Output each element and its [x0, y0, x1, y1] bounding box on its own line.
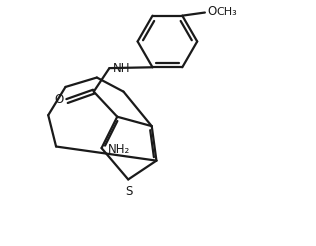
- Text: NH₂: NH₂: [108, 143, 130, 156]
- Text: O: O: [55, 93, 64, 106]
- Text: CH₃: CH₃: [216, 7, 237, 16]
- Text: NH: NH: [113, 62, 131, 75]
- Text: O: O: [207, 5, 217, 18]
- Text: S: S: [125, 185, 132, 198]
